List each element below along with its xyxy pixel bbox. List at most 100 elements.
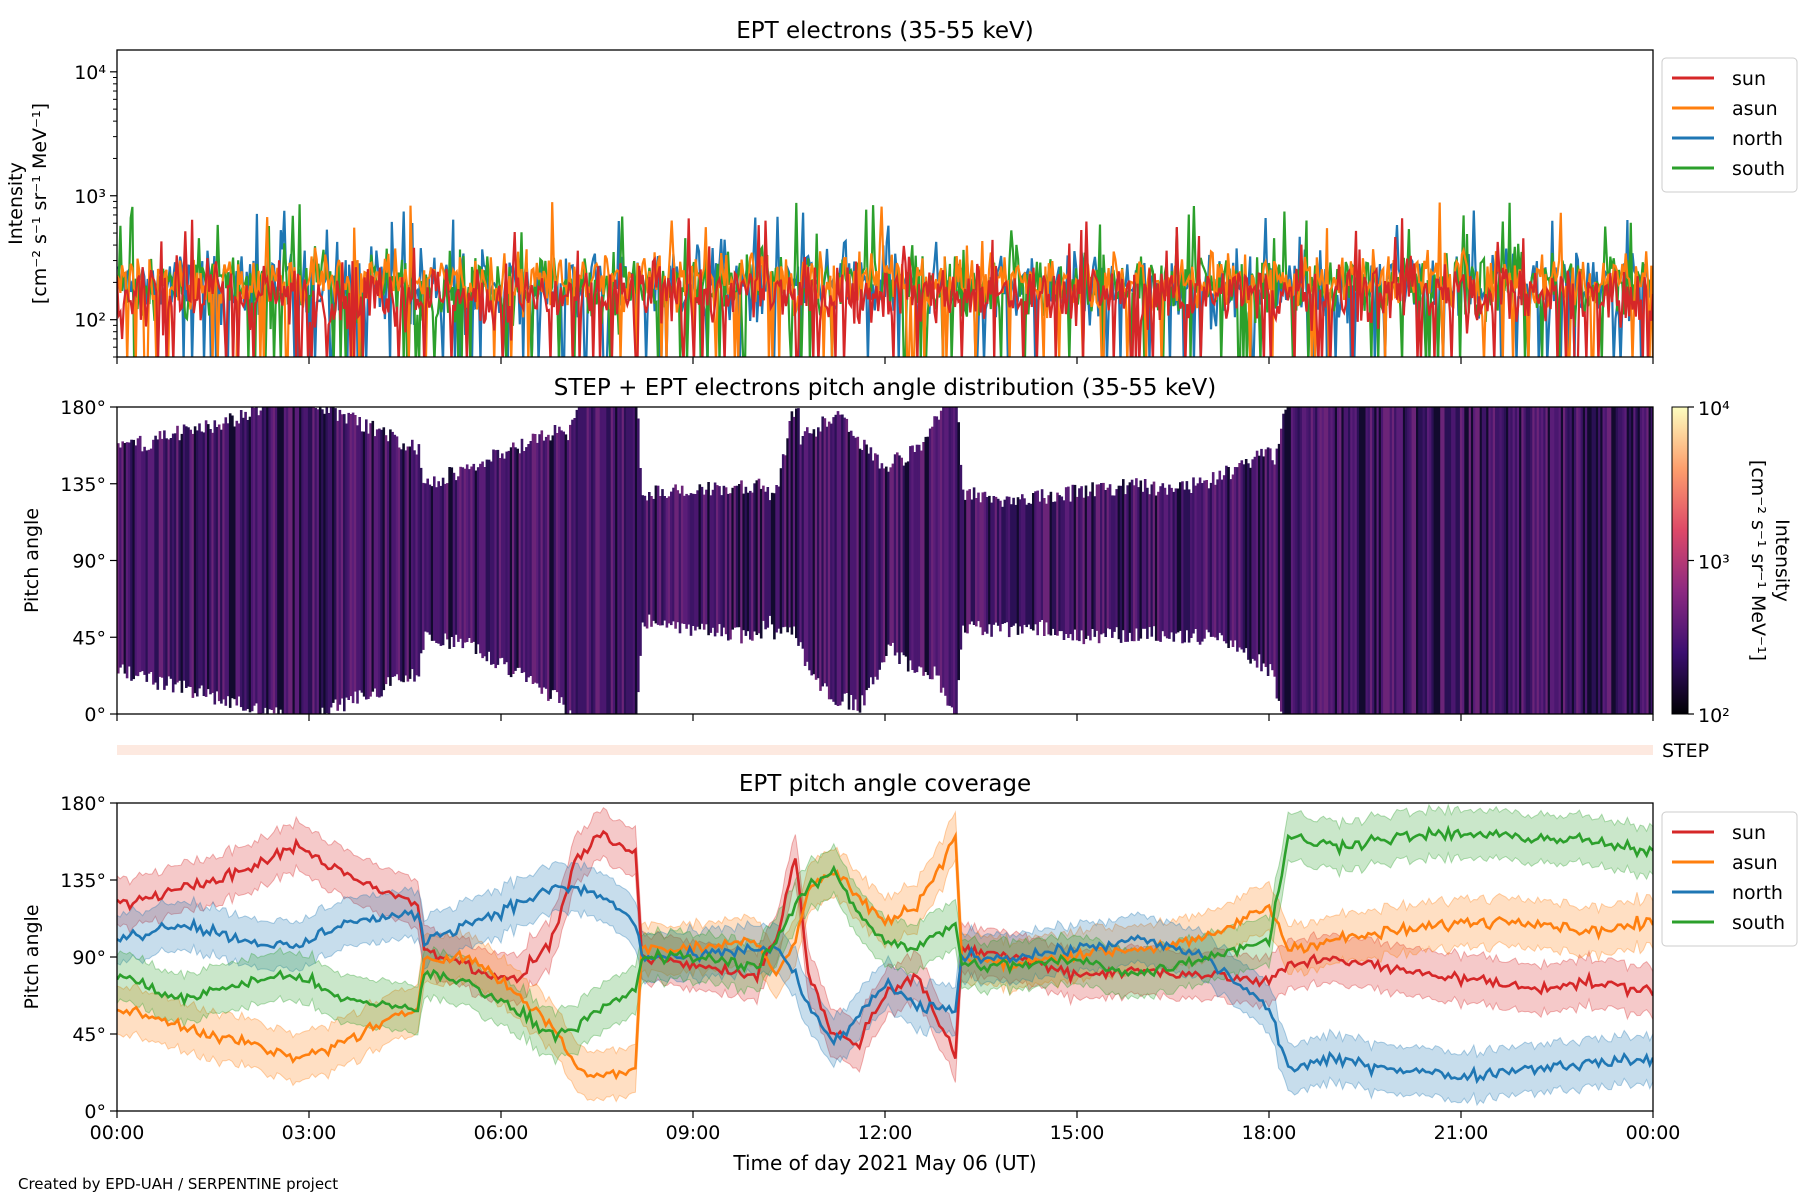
heatmap-cell <box>766 487 770 628</box>
heatmap-cell <box>141 451 144 672</box>
panel4-xlabel: Time of day 2021 May 06 (UT) <box>732 1151 1036 1175</box>
heatmap-cell <box>1400 407 1404 714</box>
heatmap-cell <box>1613 407 1617 714</box>
heatmap-cell <box>727 493 730 641</box>
heatmap-cell <box>920 450 923 668</box>
heatmap-cell <box>836 411 840 706</box>
heatmap-cell <box>931 426 934 680</box>
heatmap-cell <box>272 407 276 714</box>
heatmap-cell <box>1148 494 1151 628</box>
heatmap-cell <box>672 487 675 622</box>
heatmap-cell <box>650 496 653 627</box>
y-tick-label: 90° <box>72 551 106 573</box>
heatmap-cell <box>1582 407 1586 714</box>
heatmap-cell <box>713 482 717 637</box>
heatmap-cell <box>858 448 862 713</box>
heatmap-cell <box>358 417 361 691</box>
heatmap-cell <box>1174 488 1178 634</box>
heatmap-cell <box>439 485 443 646</box>
heatmap-cell <box>913 452 917 673</box>
heatmap-cell <box>397 447 401 681</box>
heatmap-cell <box>1154 495 1158 641</box>
heatmap-cell <box>676 490 680 623</box>
heatmap-cell <box>345 423 348 698</box>
heatmap-cell <box>367 433 370 699</box>
heatmap-cell <box>465 464 469 642</box>
heatmap-cell <box>630 407 634 714</box>
heatmap-cell <box>1093 496 1097 637</box>
heatmap-cell <box>286 407 289 714</box>
heatmap-cell <box>1198 477 1202 645</box>
x-tick-label: 18:00 <box>1242 1122 1297 1144</box>
x-tick-label: 09:00 <box>666 1122 721 1144</box>
heatmap-cell <box>145 450 149 682</box>
heatmap-cell <box>479 463 482 654</box>
heatmap-cell <box>529 441 533 676</box>
heatmap-cell <box>696 490 699 627</box>
heatmap-cell <box>1639 407 1643 714</box>
heatmap-cell <box>946 407 949 706</box>
heatmap-cell <box>516 448 519 668</box>
heatmap-cell <box>1523 407 1527 714</box>
heatmap-cell <box>1108 484 1112 630</box>
x-tick-label: 00:00 <box>90 1122 145 1144</box>
heatmap-cell <box>1282 413 1285 714</box>
heatmap-cell <box>849 430 853 695</box>
heatmap-cell <box>755 480 759 635</box>
heatmap-cell <box>1060 496 1064 632</box>
heatmap-cell <box>1113 495 1116 632</box>
heatmap-cell <box>404 450 408 676</box>
heatmap-cell <box>637 418 640 693</box>
heatmap-cell <box>1569 407 1573 714</box>
heatmap-cell <box>542 440 546 688</box>
heatmap-cell <box>1032 493 1035 631</box>
heatmap-cell <box>156 439 160 690</box>
heatmap-cell <box>411 439 414 670</box>
heatmap-cell <box>922 442 925 676</box>
heatmap-cell <box>830 423 833 700</box>
heatmap-cell <box>125 442 129 679</box>
heatmap-cell <box>1420 407 1423 714</box>
heatmap-cell <box>700 486 704 624</box>
heatmap-cell <box>1517 407 1520 714</box>
heatmap-cell <box>746 492 750 632</box>
heatmap-cell <box>296 407 300 714</box>
heatmap-cell <box>1332 407 1336 714</box>
heatmap-cell <box>461 467 465 649</box>
heatmap-cell <box>1635 407 1638 714</box>
heatmap-cell <box>441 477 445 646</box>
heatmap-cell <box>290 407 293 714</box>
heatmap-cell <box>1488 407 1491 714</box>
heatmap-cell <box>1341 407 1344 714</box>
heatmap-cell <box>670 491 673 626</box>
heatmap-cell <box>781 454 785 628</box>
heatmap-cell <box>871 460 875 685</box>
heatmap-cell <box>1453 407 1456 714</box>
heatmap-cell <box>294 407 298 714</box>
heatmap-cell <box>735 485 739 628</box>
heatmap-cell <box>117 443 120 674</box>
heatmap-cell <box>1615 407 1619 714</box>
panel1-ylabel: Intensity <box>5 162 27 245</box>
heatmap-cell <box>990 502 993 637</box>
heatmap-cell <box>865 444 868 691</box>
heatmap-cell <box>305 407 309 714</box>
heatmap-cell <box>1247 463 1250 660</box>
heatmap-cell <box>312 407 315 714</box>
heatmap-cell <box>329 407 333 708</box>
heatmap-cell <box>1361 407 1364 714</box>
heatmap-cell <box>1424 407 1428 714</box>
heatmap-cell <box>683 495 686 624</box>
heatmap-cell <box>1543 407 1546 714</box>
heatmap-cell <box>994 496 998 623</box>
heatmap-cell <box>1405 407 1408 714</box>
heatmap-cell <box>443 483 447 634</box>
heatmap-cell <box>1527 407 1531 714</box>
heatmap-cell <box>158 431 162 677</box>
heatmap-cell <box>1220 479 1224 636</box>
heatmap-cell <box>1012 497 1015 626</box>
heatmap-cell <box>1541 407 1544 714</box>
heatmap-cell <box>935 416 939 676</box>
heatmap-cell <box>476 467 480 645</box>
heatmap-cell <box>663 496 666 621</box>
